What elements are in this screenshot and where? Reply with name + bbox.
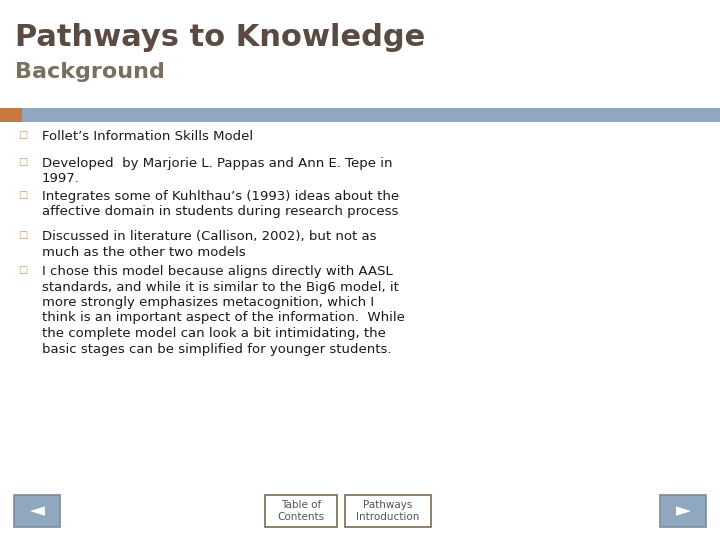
Bar [22, 108, 720, 122]
Bar [14, 495, 60, 527]
Bar [0, 108, 22, 122]
Text: □: □ [18, 265, 27, 275]
Text: Pathways to Knowledge: Pathways to Knowledge [15, 24, 426, 52]
Text: ◄: ◄ [30, 502, 45, 521]
Text: Discussed in literature (Callison, 2002), but not as
much as the other two model: Discussed in literature (Callison, 2002)… [42, 230, 377, 259]
Text: Integrates some of Kuhlthau’s (1993) ideas about the
affective domain in student: Integrates some of Kuhlthau’s (1993) ide… [42, 190, 399, 219]
Text: I chose this model because aligns directly with AASL
standards, and while it is : I chose this model because aligns direct… [42, 265, 405, 355]
Text: Follet’s Information Skills Model: Follet’s Information Skills Model [42, 130, 253, 143]
Text: Developed  by Marjorie L. Pappas and Ann E. Tepe in
1997.: Developed by Marjorie L. Pappas and Ann … [42, 157, 392, 186]
Text: □: □ [18, 130, 27, 140]
Text: □: □ [18, 190, 27, 200]
Text: ►: ► [675, 502, 690, 521]
Text: Table of
Contents: Table of Contents [277, 500, 325, 522]
Bar [345, 495, 431, 527]
Bar [265, 495, 337, 527]
Text: □: □ [18, 157, 27, 167]
Text: Background: Background [15, 62, 165, 82]
Text: □: □ [18, 230, 27, 240]
Text: Pathways
Introduction: Pathways Introduction [356, 500, 420, 522]
Bar [660, 495, 706, 527]
